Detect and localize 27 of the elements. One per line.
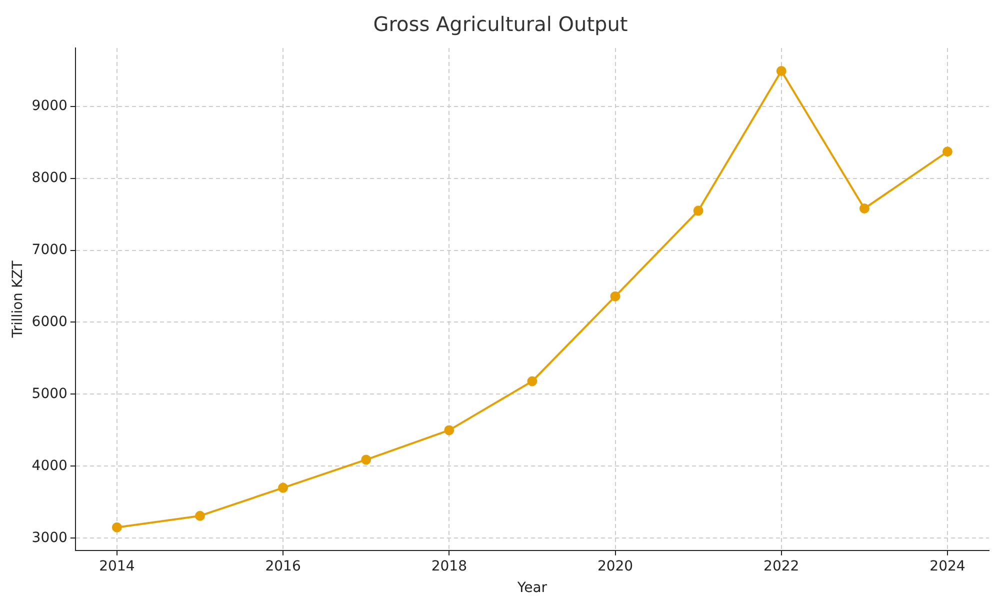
x-tick-label: 2016 xyxy=(265,558,301,574)
point xyxy=(693,206,704,216)
y-tick-label: 6000 xyxy=(32,314,68,330)
x-tick-label: 2014 xyxy=(99,558,135,574)
point xyxy=(527,376,538,386)
point xyxy=(278,482,288,493)
point xyxy=(859,204,870,214)
point xyxy=(942,146,952,157)
point xyxy=(610,291,620,302)
x-tick-label: 2020 xyxy=(597,558,634,574)
x-axis-title: Year xyxy=(516,580,548,596)
point xyxy=(361,454,372,465)
y-tick-label: 8000 xyxy=(32,170,68,186)
x-tick-label: 2024 xyxy=(930,558,966,574)
y-tick-label: 9000 xyxy=(32,98,68,114)
point xyxy=(195,510,206,521)
y-tick-label: 4000 xyxy=(32,458,68,474)
point xyxy=(112,522,122,532)
y-tick-label: 3000 xyxy=(32,530,68,546)
x-tick-label: 2018 xyxy=(431,558,467,574)
y-tick-label: 5000 xyxy=(32,386,68,402)
point xyxy=(776,66,786,76)
chart-title: Gross Agricultural Output xyxy=(373,12,628,36)
point xyxy=(444,425,454,436)
x-tick-label: 2022 xyxy=(764,558,800,574)
y-axis-title: Trillion KZT xyxy=(10,260,26,339)
y-tick-label: 7000 xyxy=(32,242,68,258)
